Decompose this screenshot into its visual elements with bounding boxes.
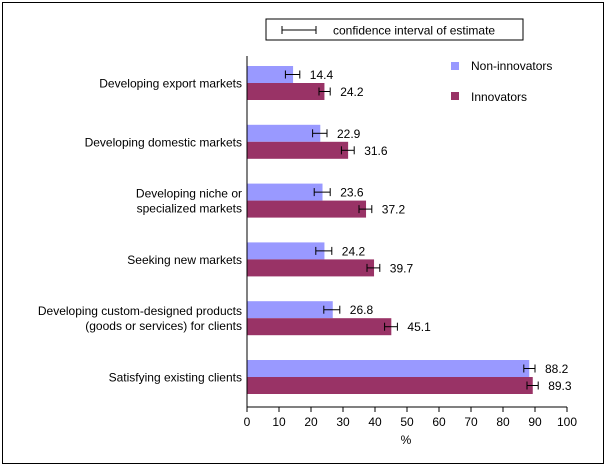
ci-legend-box [265,18,524,41]
category-label: specialized markets [137,202,242,216]
x-tick-label: 90 [528,415,542,429]
category-label: Developing domestic markets [85,135,242,149]
bar-innovators [247,318,392,336]
bar-innovators [247,200,367,218]
legend-swatch-innovators [451,92,459,100]
data-label: 88.2 [545,362,569,376]
x-tick-label: 80 [496,415,510,429]
category-label: Seeking new markets [127,253,242,267]
data-label: 24.2 [342,244,366,258]
data-label: 24.2 [340,85,364,99]
x-tick-label: 10 [272,415,286,429]
legend-swatch-non-innovators [451,62,459,70]
data-label: 26.8 [350,303,374,317]
x-tick-label: 40 [368,415,382,429]
x-tick-label: 30 [336,415,350,429]
data-label: 89.3 [548,379,572,393]
x-tick-label: 70 [464,415,478,429]
x-tick-label: 50 [400,415,414,429]
legend-label-innovators: Innovators [471,90,527,104]
data-label: 39.7 [390,261,414,275]
ci-legend-icon [281,26,317,34]
plot-area: 14.4 24.2 Developing export markets 22.931.… [38,56,577,447]
data-label: 37.2 [382,203,406,217]
bar-non-innovators [247,124,321,142]
bar-innovators [247,141,349,159]
ci-legend: confidence interval of estimate [265,18,524,41]
data-label: 45.1 [407,320,431,334]
bar-non-innovators [247,66,294,83]
x-tick-label: 100 [557,415,577,429]
bar-non-innovators [247,183,323,201]
data-label: 31.6 [364,144,388,158]
category-label: Developing export markets [99,77,242,91]
x-tick-label: 20 [304,415,318,429]
legend-label-non-innovators: Non-innovators [471,59,552,73]
data-label: 22.9 [337,127,361,141]
bar-innovators [247,259,375,277]
x-tick-label: 60 [432,415,446,429]
x-tick-label: 0 [244,415,251,429]
ci-legend-label: confidence interval of estimate [333,24,495,38]
bar-non-innovators [247,242,325,260]
category-label: (goods or services) for clients [85,319,242,333]
series-legend: Non-innovators Innovators [451,59,552,104]
data-label: 14.4 [310,68,334,82]
bar-non-innovators [247,301,333,319]
bar-innovators [247,83,325,100]
x-axis-label: % [401,433,412,447]
data-label: 23.6 [340,186,364,200]
bar-non-innovators [247,360,530,377]
bar-innovators [247,377,533,394]
category-label: Developing custom-designed products [38,304,242,318]
category-label: Satisfying existing clients [109,371,242,385]
category-label: Developing niche or [136,187,242,201]
